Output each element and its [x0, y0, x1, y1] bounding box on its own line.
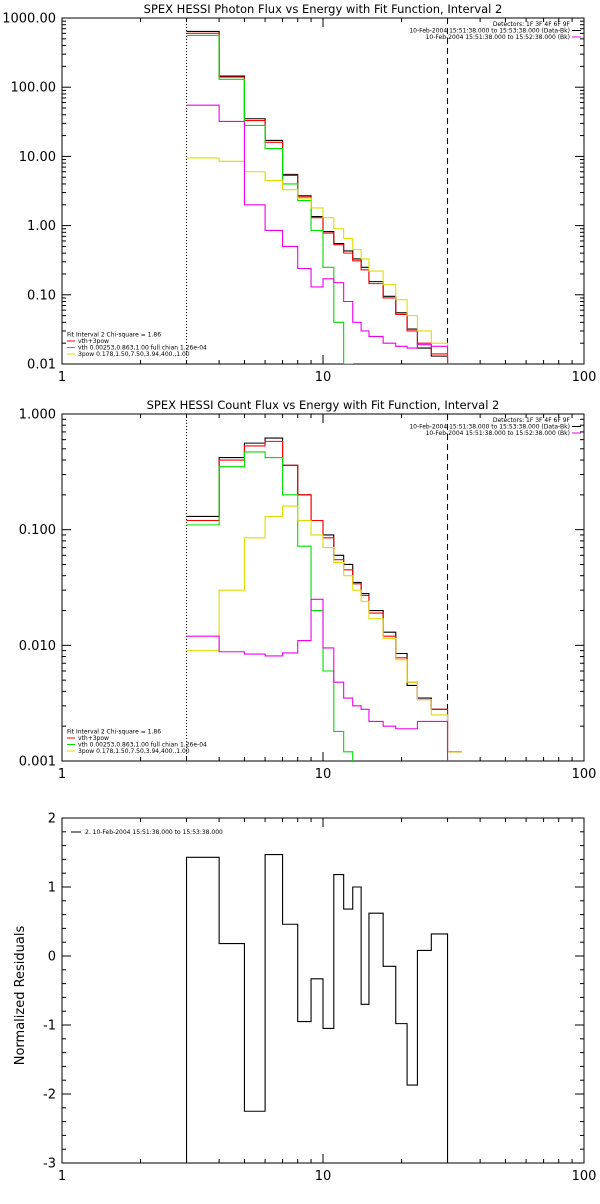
legend-title: Fit Interval 2 Chi-square = 1.86	[67, 332, 161, 339]
legend-entry: vth 0.00253,0.863,1.00 full chian 1.26e-…	[78, 742, 207, 749]
y-tick-label: 1.00	[27, 219, 56, 234]
series-unnamed-0	[186, 437, 462, 753]
plot-frame	[61, 17, 585, 365]
chart-panel-3: 1 10 100 -3 -2 -1 0 1 2 Normalized Residuals 2. 10…	[13, 812, 596, 1185]
legend: 2. 10-Feb-2004 15:51:38.000 to 15:53:38.…	[71, 829, 223, 836]
series-group	[185, 854, 449, 1163]
y-tick-label: -1	[43, 1019, 56, 1034]
x-tick-label: 10	[315, 370, 332, 385]
legend-entry: 2. 10-Feb-2004 15:51:38.000 to 15:53:38.…	[85, 829, 223, 836]
legend: Fit Interval 2 Chi-square = 1.86vth+3pow…	[67, 729, 207, 755]
x-tick-label: 100	[572, 1169, 597, 1184]
chart-panel-2: SPEX HESSI Count Flux vs Energy with Fit…	[19, 398, 597, 782]
x-axis: 1 10 100	[58, 18, 597, 385]
plot-frame	[61, 413, 585, 762]
y-tick-label: 0	[48, 950, 56, 965]
series-named-2	[186, 34, 354, 364]
y-axis: 0.01 0.10 1.00 10.00 100.00 1000.00	[2, 12, 584, 373]
y-tick-label: 0.100	[19, 523, 56, 538]
chart-title: SPEX HESSI Photon Flux vs Energy with Fi…	[144, 2, 503, 16]
y-tick-label: 1	[48, 881, 56, 896]
y-tick-label: 0.001	[19, 755, 56, 770]
legend-title: Fit Interval 2 Chi-square = 1.86	[67, 729, 161, 736]
series-named-3	[186, 157, 449, 364]
series-group	[186, 30, 449, 364]
header-line: 10-Feb-2004 15:51:38.000 to 15:53:38.000…	[409, 424, 570, 431]
x-tick-label: 1	[58, 370, 66, 385]
chart-title: SPEX HESSI Count Flux vs Energy with Fit…	[147, 398, 500, 412]
y-tick-label: 0.01	[27, 358, 56, 373]
series-group	[186, 437, 462, 761]
x-tick-label: 100	[572, 370, 597, 385]
y-tick-label: 0.10	[27, 288, 56, 303]
legend-entry: vth+3pow	[78, 338, 109, 345]
legend: Fit Interval 2 Chi-square = 1.86vth+3pow…	[67, 332, 207, 358]
series-unnamed-4	[186, 104, 449, 364]
legend-entry: 3pow 0.178,1.50,7.50,3.94,400.,1.00	[78, 351, 190, 358]
series-unnamed-4	[186, 598, 449, 761]
y-tick-label: -3	[43, 1157, 56, 1172]
header-line: 10-Feb-2004 15:51:38.000 to 15:52:38.000…	[426, 430, 570, 437]
x-tick-label: 1	[58, 767, 66, 782]
x-axis: 1 10 100	[58, 818, 597, 1184]
series-named-1	[186, 32, 449, 364]
y-tick-label: -2	[43, 1088, 56, 1103]
legend-entry: vth 0.00253,0.863,1.00 full chian 1.26e-…	[78, 345, 207, 352]
y-axis-label: Normalized Residuals	[13, 926, 28, 1066]
series-named-1	[186, 440, 462, 753]
y-tick-label: 2	[48, 812, 56, 827]
y-tick-label: 1.000	[19, 408, 56, 423]
header-line: Detectors: 1F 3F 4F 6F 9F	[493, 417, 571, 424]
x-tick-label: 100	[572, 767, 597, 782]
series-named-3	[186, 505, 462, 753]
y-tick-label: 100.00	[11, 81, 57, 96]
x-tick-label: 1	[58, 1169, 66, 1184]
y-tick-label: 1000.00	[2, 12, 56, 27]
header-line: 10-Feb-2004 15:51:38.000 to 15:53:38.000…	[409, 28, 570, 35]
chart-panel-1: SPEX HESSI Photon Flux vs Energy with Fi…	[2, 2, 597, 385]
legend-entry: vth+3pow	[78, 735, 109, 742]
x-tick-label: 10	[315, 1169, 332, 1184]
series-named-0	[185, 854, 449, 1163]
x-axis: 1 10 100	[58, 414, 597, 782]
y-tick-label: 10.00	[19, 150, 56, 165]
y-axis: 0.001 0.010 0.100 1.000	[19, 408, 584, 770]
y-tick-label: 0.010	[19, 639, 56, 654]
x-tick-label: 10	[315, 767, 332, 782]
legend-entry: 3pow 0.178,1.50,7.50,3.94,400.,1.00	[78, 748, 190, 755]
header-line: Detectors: 1F 3F 4F 6F 9F	[493, 21, 571, 28]
series-named-2	[186, 451, 354, 761]
header-line: 10-Feb-2004 15:51:38.000 to 15:52:38.000…	[426, 34, 570, 41]
y-axis: -3 -2 -1 0 1 2	[43, 812, 584, 1172]
series-unnamed-0	[186, 30, 449, 364]
